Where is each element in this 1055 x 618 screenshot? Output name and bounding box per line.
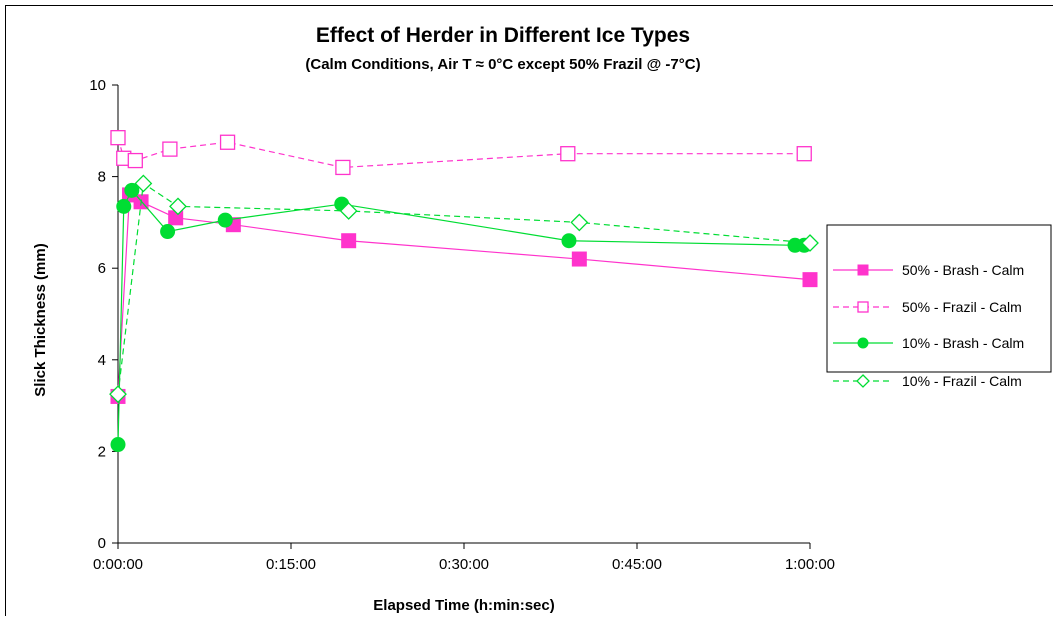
y-tick-label: 0 xyxy=(98,535,106,552)
data-point xyxy=(339,202,358,220)
legend-marker xyxy=(856,374,870,388)
y-tick-label: 8 xyxy=(98,169,106,186)
y-tick-label: 4 xyxy=(98,352,106,369)
x-tick-label: 1:00:00 xyxy=(785,556,835,573)
data-point xyxy=(335,159,351,176)
legend-marker xyxy=(857,337,869,349)
x-tick-label: 0:00:00 xyxy=(93,556,143,573)
legend-label: 10% - Frazil - Calm xyxy=(902,373,1022,389)
data-point xyxy=(109,385,127,404)
y-tick-label: 6 xyxy=(98,260,106,277)
series-3 xyxy=(110,182,812,453)
series-4 xyxy=(109,174,819,404)
legend-label: 50% - Frazil - Calm xyxy=(902,299,1022,315)
y-axis-label: Slick Thickness (mm) xyxy=(32,243,49,396)
x-tick-label: 0:45:00 xyxy=(612,556,662,573)
data-point xyxy=(801,234,819,252)
data-point xyxy=(560,146,576,162)
data-point xyxy=(341,233,357,249)
data-point xyxy=(796,146,812,162)
data-point xyxy=(802,272,818,288)
data-point xyxy=(571,251,587,267)
data-point xyxy=(561,233,577,249)
chart-area xyxy=(5,5,1053,616)
legend-marker xyxy=(857,301,869,313)
legend: 50% - Brash - Calm 50% - Frazil - Calm 10%… xyxy=(826,224,1052,389)
data-point xyxy=(134,174,153,193)
data-point xyxy=(219,134,236,150)
data-point xyxy=(160,224,176,240)
axis-ticks: 0 2 4 6 8 10 0:00:00 0:15:00 0:30:00 0:45:00 1:00:… xyxy=(89,77,835,573)
x-tick-label: 0:15:00 xyxy=(266,556,316,573)
data-point xyxy=(127,152,143,169)
series-2 xyxy=(110,130,812,176)
data-point xyxy=(124,182,140,198)
series-group xyxy=(109,130,819,453)
data-point xyxy=(217,212,233,228)
data-point xyxy=(110,130,126,146)
data-point xyxy=(169,197,187,216)
series-line xyxy=(117,182,811,395)
data-point xyxy=(162,141,178,157)
y-tick-label: 10 xyxy=(89,77,106,94)
series-1 xyxy=(110,187,818,404)
legend-label: 50% - Brash - Calm xyxy=(902,262,1024,278)
chart-subtitle: (Calm Conditions, Air T ≈ 0°C except 50%… xyxy=(305,56,700,73)
data-point xyxy=(570,213,589,232)
x-tick-label: 0:30:00 xyxy=(439,556,489,573)
series-line xyxy=(117,189,805,445)
axes xyxy=(117,85,810,544)
x-axis-label: Elapsed Time (h:min:sec) xyxy=(373,597,554,614)
chart-title: Effect of Herder in Different Ice Types xyxy=(316,24,690,47)
y-tick-label: 2 xyxy=(98,443,106,460)
legend-label: 10% - Brash - Calm xyxy=(902,335,1024,351)
data-point xyxy=(110,437,126,453)
legend-marker xyxy=(857,264,869,276)
data-point xyxy=(116,198,132,214)
